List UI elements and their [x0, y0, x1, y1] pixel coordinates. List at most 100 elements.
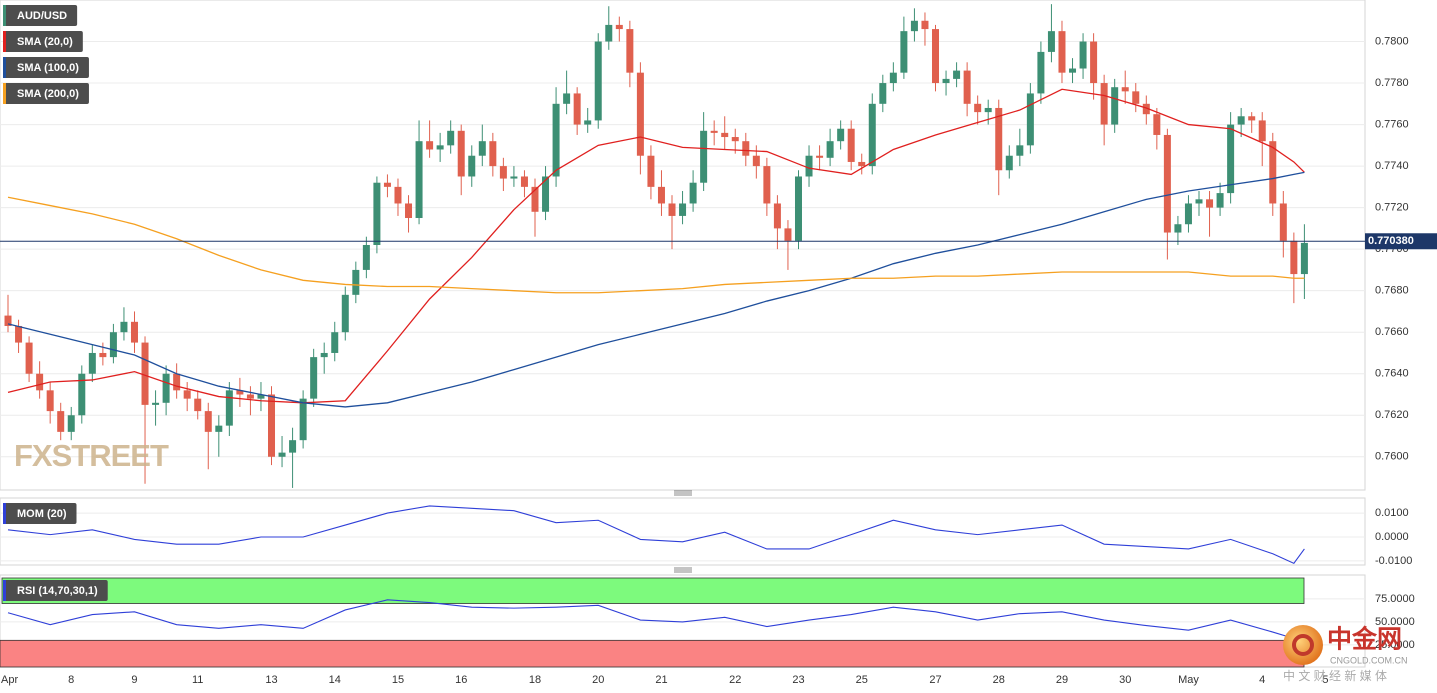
candle-body: [1058, 31, 1066, 73]
candle-body: [752, 155, 760, 167]
candle-body: [426, 141, 434, 150]
candle-body: [457, 130, 465, 177]
candle-body: [594, 41, 602, 121]
candle-body: [194, 398, 202, 412]
legend-item: SMA (20,0): [3, 31, 83, 52]
legend-item: SMA (200,0): [3, 83, 89, 104]
candle-body: [995, 107, 1003, 171]
candle-body: [1237, 116, 1245, 125]
legend-label: SMA (100,0): [17, 62, 79, 74]
y-tick-label: 25.0000: [1375, 639, 1415, 651]
candle-body: [268, 394, 276, 457]
y-tick-label: -0.0100: [1375, 555, 1412, 567]
candle-body: [489, 141, 497, 167]
legend-box: [3, 5, 78, 26]
candle-body: [278, 452, 286, 457]
y-tick-label: 50.0000: [1375, 616, 1415, 628]
y-tick-label: 0.0100: [1375, 507, 1409, 519]
candle-body: [868, 103, 876, 167]
x-tick-label: 9: [131, 674, 137, 686]
candle-body: [141, 342, 149, 405]
legend-item: SMA (100,0): [3, 57, 89, 78]
x-tick-label: 16: [455, 674, 467, 686]
candle-body: [584, 120, 592, 125]
candle-body: [1216, 193, 1224, 208]
candle-body: [1026, 93, 1034, 146]
candle-body: [225, 390, 233, 426]
candle-body: [921, 20, 929, 30]
y-tick-label: 0.7760: [1375, 118, 1409, 130]
sma-line: [7, 196, 1305, 294]
y-tick-label: 0.7640: [1375, 368, 1409, 380]
candle-body: [657, 186, 665, 204]
x-tick-label: 18: [529, 674, 541, 686]
candle-body: [394, 186, 402, 204]
legend-item: RSI (14,70,30,1): [3, 580, 108, 601]
candle-body: [405, 203, 413, 219]
candle-body: [984, 107, 992, 113]
candle-body: [721, 132, 729, 138]
candle-body: [1184, 203, 1192, 225]
candle-body: [731, 137, 739, 142]
candle-body: [963, 70, 971, 104]
candle-body: [57, 411, 65, 432]
candle-body: [668, 203, 676, 216]
candle-body: [1047, 31, 1055, 52]
y-tick-label: 0.7740: [1375, 160, 1409, 172]
candle-body: [78, 373, 86, 416]
x-tick-label: 29: [1056, 674, 1068, 686]
legend-swatch: [3, 5, 6, 26]
candle-body: [1227, 124, 1235, 194]
candle-body: [794, 176, 802, 241]
candle-body: [605, 24, 613, 42]
candle-body: [1195, 199, 1203, 204]
y-tick-label: 0.7600: [1375, 451, 1409, 463]
candle-body: [1100, 83, 1108, 125]
candle-body: [679, 203, 687, 216]
candle-body: [615, 24, 623, 30]
candle-body: [130, 321, 138, 343]
y-tick-label: 0.7720: [1375, 202, 1409, 214]
candle-body: [932, 29, 940, 84]
candle-body: [67, 415, 75, 432]
candle-body: [15, 325, 23, 343]
y-tick-label: 0.7800: [1375, 35, 1409, 47]
candle-body: [837, 128, 845, 142]
candle-body: [447, 130, 455, 146]
candle-body: [362, 245, 370, 270]
candle-body: [383, 182, 391, 187]
candle-body: [910, 20, 918, 32]
candle-body: [299, 398, 307, 441]
candle-body: [173, 373, 181, 391]
candle-body: [689, 182, 697, 204]
candle-body: [99, 352, 107, 358]
sma-line: [7, 171, 1305, 408]
x-tick-label: 4: [1259, 674, 1265, 686]
candle-body: [415, 141, 423, 219]
x-tick-label: 27: [929, 674, 941, 686]
x-tick-label: 14: [329, 674, 341, 686]
panel: [0, 497, 1366, 566]
candle-body: [46, 390, 54, 412]
candle-body: [900, 31, 908, 73]
candle-body: [109, 332, 117, 358]
candle-body: [320, 352, 328, 358]
candle-body: [204, 411, 212, 432]
candle-body: [710, 130, 718, 133]
legend-swatch: [3, 503, 6, 524]
candle-body: [847, 128, 855, 162]
candle-body: [436, 145, 444, 150]
legend-box: [3, 57, 89, 78]
candle-body: [942, 78, 950, 84]
candle-body: [1258, 120, 1266, 142]
candle-body: [1142, 103, 1150, 115]
candle-body: [341, 294, 349, 333]
candle-body: [636, 72, 644, 156]
candle-body: [520, 176, 528, 187]
candle-body: [4, 315, 12, 326]
candle-body: [310, 357, 318, 399]
logo-tagline: 中 文 财 经 新 媒 体: [1283, 668, 1387, 683]
candle-body: [542, 176, 550, 212]
x-tick-label: 5: [1322, 674, 1328, 686]
logo-text: 中金网: [1327, 625, 1402, 654]
